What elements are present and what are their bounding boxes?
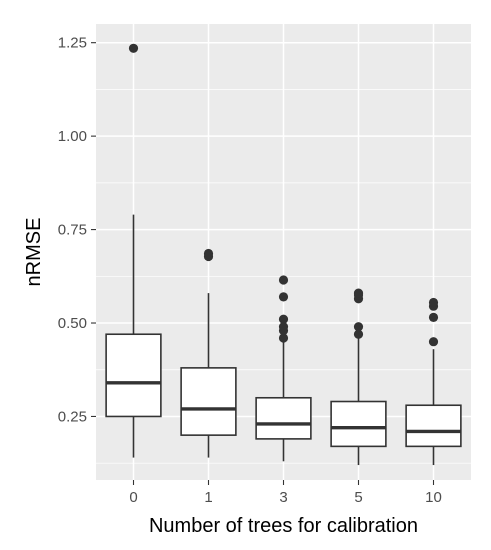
outlier-point: [278, 314, 289, 324]
outlier-point: [428, 297, 439, 308]
outlier-point: [278, 322, 289, 332]
x-tick-label: 10: [425, 489, 442, 506]
y-tick-label: 0.50: [58, 315, 87, 332]
outlier-point: [278, 333, 289, 343]
axes: 0.25 0.50 0.75 1.00 1.25 0 1 3 5 10: [58, 35, 442, 506]
outlier-point: [353, 288, 364, 298]
outlier-point: [203, 248, 214, 259]
outlier-point: [353, 329, 364, 339]
y-tick-label: 0.25: [58, 408, 87, 425]
x-tick-label: 3: [279, 489, 287, 506]
outlier-point: [428, 337, 439, 347]
y-tick-label: 0.75: [58, 222, 87, 239]
box-iqr: [255, 396, 312, 440]
box-group-1: [180, 248, 237, 458]
x-tick-label: 5: [354, 489, 362, 506]
box-group-5: [330, 288, 387, 466]
outlier-point: [128, 43, 139, 53]
box-group-3: [255, 275, 312, 462]
box-iqr: [330, 400, 387, 448]
y-tick-label: 1.00: [58, 128, 87, 145]
x-tick-label: 0: [129, 489, 137, 506]
box-group-0: [105, 43, 162, 458]
outlier-point: [278, 292, 289, 302]
boxes: [105, 43, 462, 466]
outlier-point: [353, 322, 364, 332]
outlier-point: [428, 312, 439, 323]
x-axis-title: Number of trees for calibration: [149, 515, 418, 537]
box-iqr: [180, 367, 237, 436]
box-iqr: [105, 333, 162, 418]
outlier-point: [278, 275, 289, 285]
y-tick-label: 1.25: [58, 35, 87, 52]
x-tick-label: 1: [204, 489, 212, 506]
box-group-10: [405, 297, 462, 466]
box-iqr: [405, 404, 462, 448]
y-axis-title: nRMSE: [23, 218, 45, 287]
